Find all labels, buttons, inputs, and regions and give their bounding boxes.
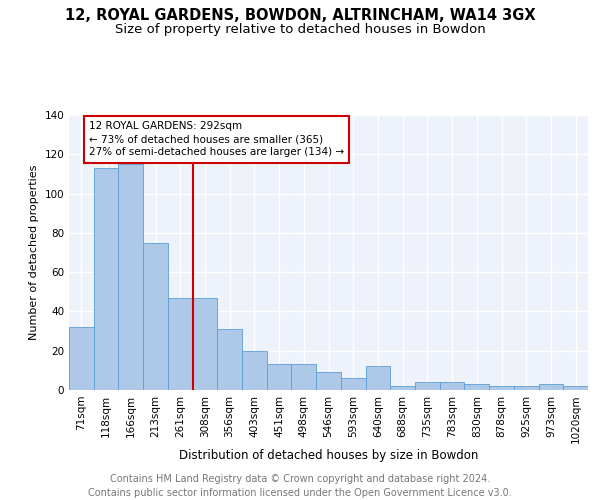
Bar (94, 168, 118, 390)
Bar (489, 386, 514, 390)
Bar (514, 386, 539, 390)
Bar (118, 164, 143, 390)
X-axis label: Distribution of detached houses by size in Bowdon: Distribution of detached houses by size … (179, 449, 478, 462)
Bar (242, 350, 267, 390)
Bar (316, 372, 341, 390)
Text: 12 ROYAL GARDENS: 292sqm
← 73% of detached houses are smaller (365)
27% of semi-: 12 ROYAL GARDENS: 292sqm ← 73% of detach… (89, 121, 344, 158)
Bar (193, 298, 217, 390)
Bar (168, 298, 193, 390)
Bar (69, 327, 94, 390)
Bar (464, 384, 489, 390)
Bar (365, 366, 390, 390)
Bar (143, 242, 168, 390)
Bar (217, 329, 242, 390)
Bar (292, 364, 316, 390)
Text: 12, ROYAL GARDENS, BOWDON, ALTRINCHAM, WA14 3GX: 12, ROYAL GARDENS, BOWDON, ALTRINCHAM, W… (65, 8, 535, 22)
Bar (563, 386, 588, 390)
Bar (267, 364, 292, 390)
Bar (440, 382, 464, 390)
Text: Size of property relative to detached houses in Bowdon: Size of property relative to detached ho… (115, 22, 485, 36)
Y-axis label: Number of detached properties: Number of detached properties (29, 165, 39, 340)
Bar (539, 384, 563, 390)
Bar (390, 386, 415, 390)
Bar (415, 382, 440, 390)
Text: Contains HM Land Registry data © Crown copyright and database right 2024.
Contai: Contains HM Land Registry data © Crown c… (88, 474, 512, 498)
Bar (341, 378, 365, 390)
